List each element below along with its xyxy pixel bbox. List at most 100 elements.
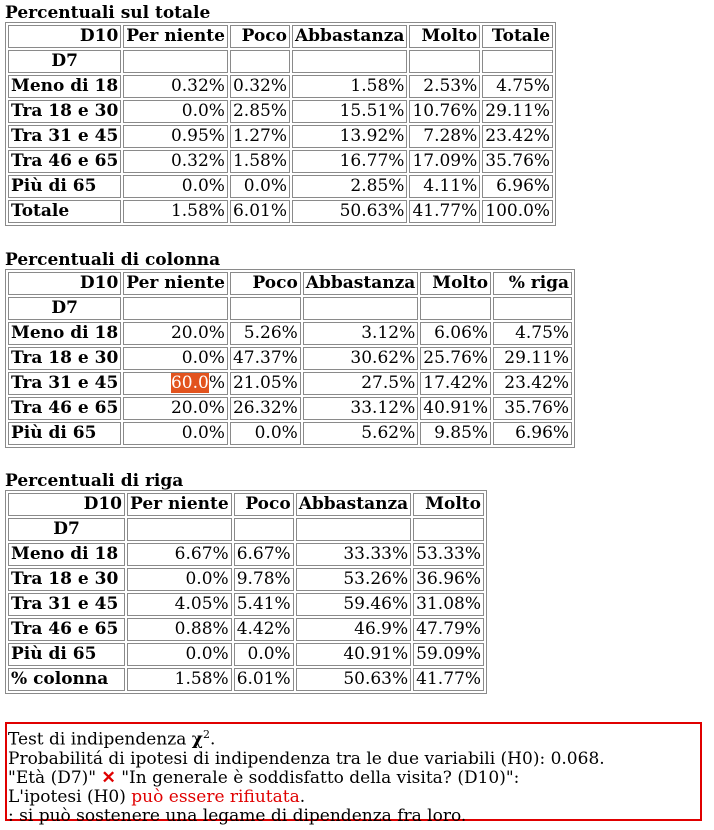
table-cell: 35.76% — [482, 150, 554, 173]
table-cell: 3.12% — [302, 322, 419, 345]
empty-cell — [127, 518, 232, 541]
column-header: Molto — [420, 272, 492, 295]
row-label: Tra 31 e 45 — [8, 372, 122, 395]
table-row: Tra 31 e 45 4.05% 5.41% 59.46% 31.08% — [8, 593, 484, 616]
table-cell: 6.96% — [493, 422, 573, 445]
table-cell: 33.33% — [295, 543, 412, 566]
empty-cell — [409, 50, 481, 73]
table-cell: 0.0% — [233, 643, 294, 666]
empty-cell — [302, 297, 419, 320]
row-label: Tra 31 e 45 — [8, 593, 125, 616]
table-cell: 41.77% — [409, 200, 481, 223]
empty-cell — [229, 50, 290, 73]
table-cell: 1.58% — [127, 668, 232, 691]
table-cell: 26.32% — [229, 397, 301, 420]
table-cell: 0.0% — [229, 175, 290, 198]
table-cell: 23.42% — [493, 372, 573, 395]
corner-header: D10 — [8, 493, 125, 516]
table-cell: 0.0% — [123, 422, 228, 445]
table-cell: 1.27% — [229, 125, 290, 148]
column-header: Abbastanza — [291, 25, 408, 48]
table-row: Più di 65 0.0% 0.0% 2.85% 4.11% 6.96% — [8, 175, 554, 198]
table-cell: 4.42% — [233, 618, 294, 641]
row-label: Più di 65 — [8, 643, 125, 666]
table-cell: 0.0% — [229, 422, 301, 445]
table-cell: 25.76% — [420, 347, 492, 370]
row-label: % colonna — [8, 668, 125, 691]
row-label: Tra 18 e 30 — [8, 100, 122, 123]
subheader-row: D7 — [8, 297, 573, 320]
table-cell: 20.0% — [123, 322, 228, 345]
section-title-riga: Percentuali di riga — [5, 471, 184, 491]
row-label: Meno di 18 — [8, 322, 122, 345]
row-label: Tra 18 e 30 — [8, 568, 125, 591]
empty-cell — [413, 518, 484, 541]
table-cell: 6.06% — [420, 322, 492, 345]
table-cell: 7.28% — [409, 125, 481, 148]
table-cell: 0.0% — [127, 643, 232, 666]
table-cell: 33.12% — [302, 397, 419, 420]
table-row: Totale 1.58% 6.01% 50.63% 41.77% 100.0% — [8, 200, 554, 223]
table-cell: 100.0% — [482, 200, 554, 223]
table-cell: 10.76% — [409, 100, 481, 123]
table-cell: 0.0% — [123, 347, 228, 370]
table-cell: 29.11% — [482, 100, 554, 123]
table-colonna: D10 Per niente Poco Abbastanza Molto% riga D7… — [5, 269, 576, 448]
column-header: Per niente — [127, 493, 232, 516]
table-cell: 59.46% — [295, 593, 412, 616]
empty-cell — [229, 297, 301, 320]
table-cell: 4.05% — [127, 593, 232, 616]
table-row: Tra 18 e 30 0.0% 47.37% 30.62% 25.76% 29.11% — [8, 347, 573, 370]
table-cell: 53.33% — [413, 543, 484, 566]
column-header: Poco — [229, 272, 301, 295]
highlighted-value: 60.0 — [170, 373, 209, 393]
table-row: Tra 18 e 30 0.0% 2.85% 15.51% 10.76% 29.11% — [8, 100, 554, 123]
table-cell: 2.85% — [291, 175, 408, 198]
table-cell: 0.88% — [127, 618, 232, 641]
empty-cell — [123, 297, 228, 320]
table-cell: 17.09% — [409, 150, 481, 173]
table-cell: 20.0% — [123, 397, 228, 420]
row-label: Meno di 18 — [8, 543, 125, 566]
table-cell: 0.0% — [123, 100, 228, 123]
table-row: Meno di 18 20.0% 5.26% 3.12% 6.06% 4.75% — [8, 322, 573, 345]
empty-cell — [123, 50, 228, 73]
chi-test-heading: Test di indipendenza χ2. — [8, 728, 216, 750]
table-row: Tra 31 e 45 0.95% 1.27% 13.92% 7.28% 23.42% — [8, 125, 554, 148]
row-label: Totale — [8, 200, 122, 223]
table-totale: D10 Per niente Poco Abbastanza Molto Totale D7… — [5, 22, 557, 226]
row-label: Meno di 18 — [8, 75, 122, 98]
table-cell: 4.75% — [493, 322, 573, 345]
table-cell: 6.01% — [229, 200, 290, 223]
column-header: Poco — [233, 493, 294, 516]
table-cell: 50.63% — [291, 200, 408, 223]
table-cell: 1.58% — [123, 200, 228, 223]
table-cell: 4.11% — [409, 175, 481, 198]
row-variable-label: D7 — [8, 50, 122, 73]
column-header: Poco — [229, 25, 290, 48]
empty-cell — [420, 297, 492, 320]
table-cell: 40.91% — [420, 397, 492, 420]
table-cell: 50.63% — [295, 668, 412, 691]
row-label: Tra 46 e 65 — [8, 397, 122, 420]
table-cell: 60.0% — [123, 372, 228, 395]
corner-header: D10 — [8, 25, 122, 48]
chi-square-test-box: Test di indipendenza χ2. Probabilitá di … — [5, 722, 702, 825]
column-header: Abbastanza — [302, 272, 419, 295]
table-cell: 47.37% — [229, 347, 301, 370]
row-label: Più di 65 — [8, 422, 122, 445]
table-row: Meno di 18 0.32% 0.32% 1.58% 2.53% 4.75% — [8, 75, 554, 98]
table-cell: 6.96% — [482, 175, 554, 198]
section-title-totale: Percentuali sul totale — [5, 3, 211, 23]
table-cell: 16.77% — [291, 150, 408, 173]
table-cell: 13.92% — [291, 125, 408, 148]
table-cell: 0.32% — [229, 75, 290, 98]
table-cell: 1.58% — [229, 150, 290, 173]
table-row: Più di 65 0.0% 0.0% 40.91% 59.09% — [8, 643, 484, 666]
table-cell: 1.58% — [291, 75, 408, 98]
table-cell: 5.41% — [233, 593, 294, 616]
table-row: Tra 31 e 45 60.0% 21.05% 27.5% 17.42% 23.42% — [8, 372, 573, 395]
table-cell: 15.51% — [291, 100, 408, 123]
column-header: Abbastanza — [295, 493, 412, 516]
row-variable-label: D7 — [8, 518, 125, 541]
